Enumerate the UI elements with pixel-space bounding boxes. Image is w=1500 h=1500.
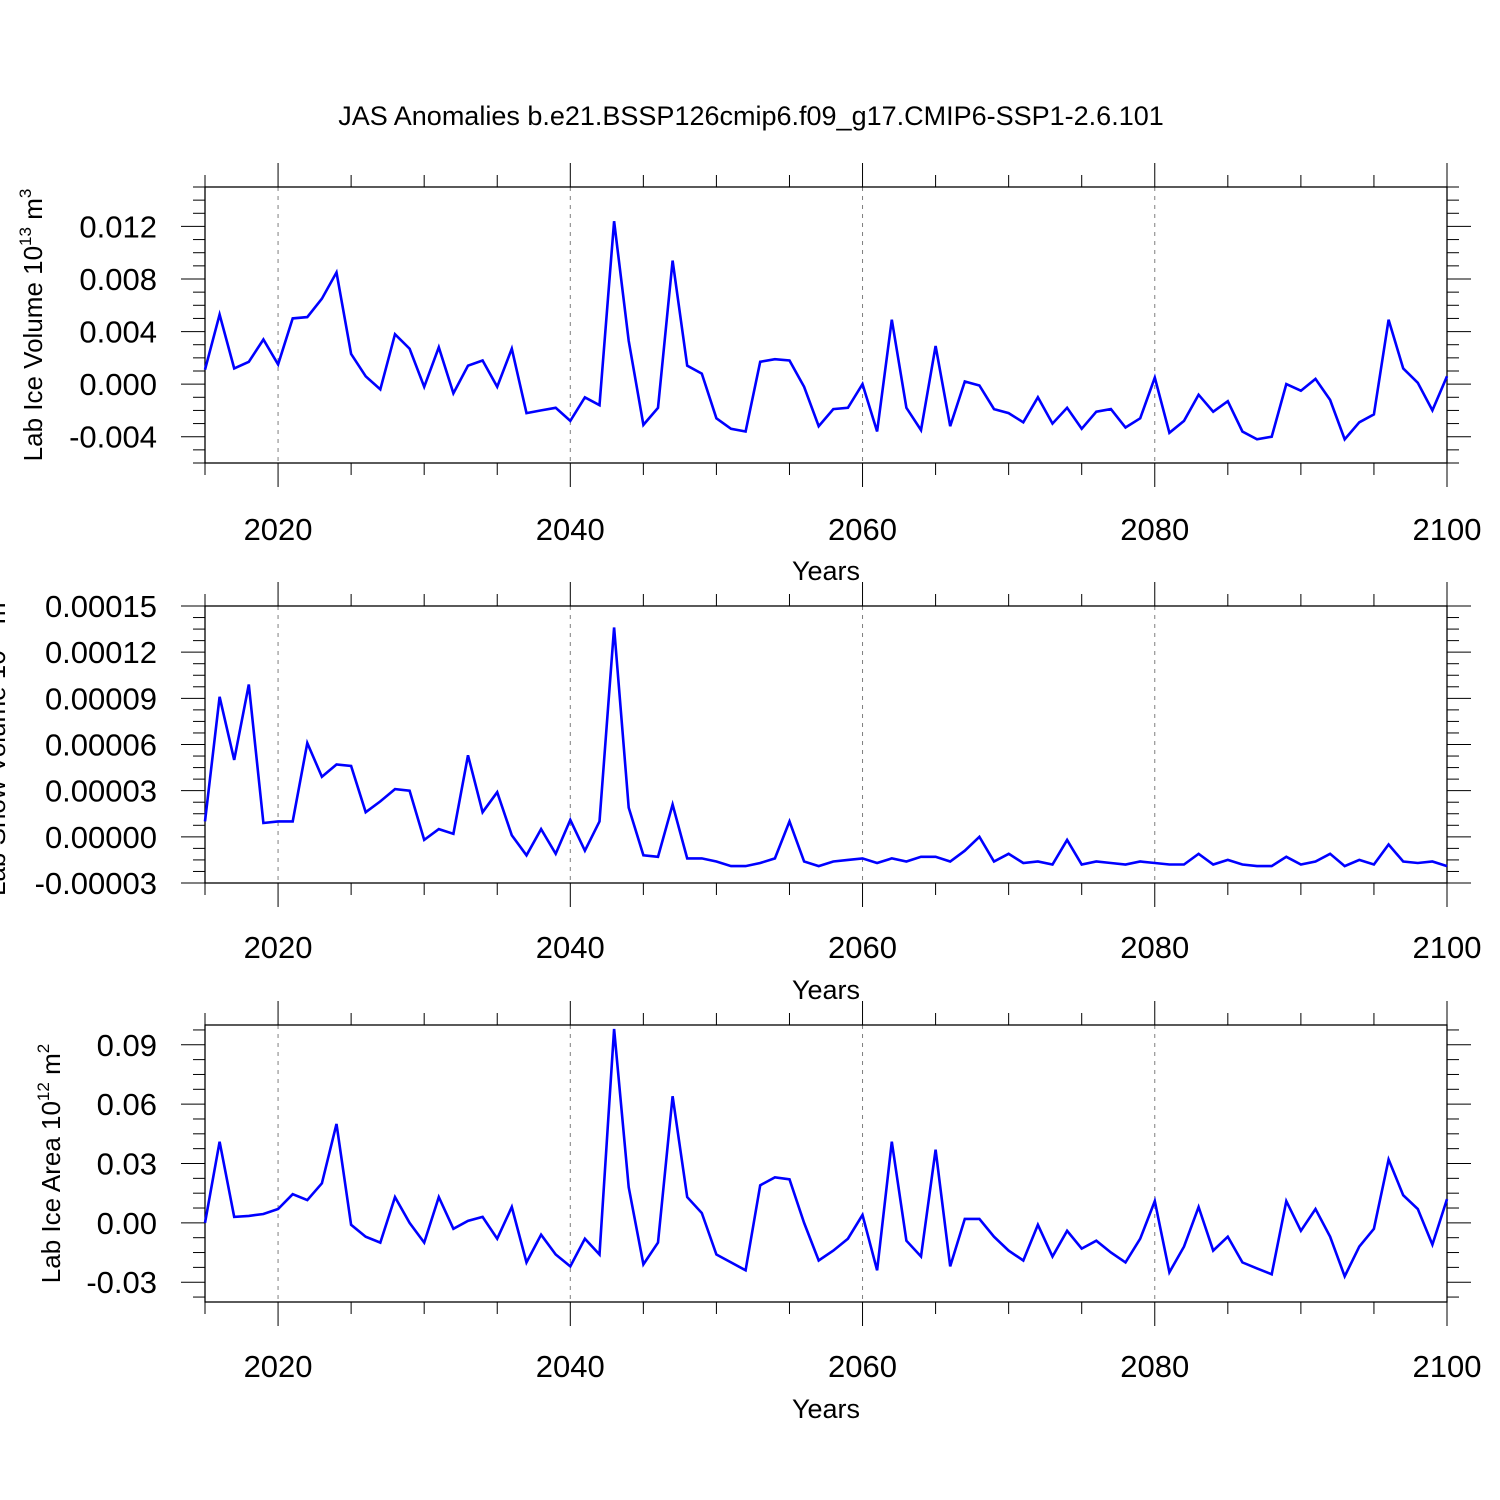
x-tick-label: 2080 [1120, 1349, 1189, 1384]
x-tick-label: 2040 [536, 512, 605, 547]
y-tick-label: 0.012 [79, 209, 157, 244]
y-tick-label: 0.00006 [45, 728, 157, 763]
x-tick-label: 2080 [1120, 930, 1189, 965]
x-tick-label: 2040 [536, 930, 605, 965]
chart-title: JAS Anomalies b.e21.BSSP126cmip6.f09_g17… [338, 101, 1164, 131]
plot-frame [204, 186, 1448, 464]
x-tick-label: 2020 [244, 512, 313, 547]
y-tick-label: -0.03 [86, 1265, 157, 1300]
y-tick-label: -0.004 [69, 420, 157, 455]
y-tick-label: 0.00000 [45, 820, 157, 855]
y-axis-label: Lab Ice Area 1012 m2 [34, 1044, 66, 1283]
plot-frame [204, 1024, 1448, 1303]
panels: 2020 2040 2060 2080 2100 -0.004 0.000 0.004 0.00… [0, 163, 1481, 1424]
x-axis-label: Years [792, 556, 860, 586]
chart-panel-2: 2020 2040 2060 2080 2100 -0.00003 0.00000 0.000… [0, 582, 1481, 1005]
y-axis-label: Lab Ice Volume 1013 m3 [16, 189, 48, 462]
x-tick-label: 2100 [1413, 512, 1482, 547]
y-tick-label: 0.004 [79, 315, 157, 350]
x-tick-label: 2020 [244, 930, 313, 965]
data-series-line [203, 627, 1448, 868]
x-axis-label: Years [792, 1394, 860, 1424]
y-tick-label: 0.09 [97, 1028, 157, 1063]
chart-panel-3: 2020 2040 2060 2080 2100 -0.03 0.00 0.03 0.06 0.0… [34, 1001, 1481, 1424]
y-tick-label: 0.00015 [45, 589, 157, 624]
x-tick-label: 2060 [828, 1349, 897, 1384]
data-series-line [203, 1028, 1449, 1280]
y-tick-label: 0.00 [97, 1206, 157, 1241]
y-tick-label: 0.00012 [45, 635, 157, 670]
y-tick-label: 0.00009 [45, 681, 157, 716]
y-tick-label: 0.008 [79, 262, 157, 297]
x-tick-label: 2040 [536, 1349, 605, 1384]
y-tick-label: -0.00003 [35, 866, 157, 901]
x-tick-label: 2100 [1413, 1349, 1482, 1384]
x-tick-label: 2020 [244, 1349, 313, 1384]
y-tick-label: 0.000 [79, 367, 157, 402]
data-series-line [203, 221, 1449, 442]
chart-panel-1: 2020 2040 2060 2080 2100 -0.004 0.000 0.004 0.00… [16, 163, 1481, 586]
y-tick-label: 0.06 [97, 1087, 157, 1122]
x-tick-label: 2100 [1413, 930, 1482, 965]
plot-frame [204, 605, 1448, 884]
x-tick-label: 2080 [1120, 512, 1189, 547]
y-tick-label: 0.00003 [45, 774, 157, 809]
y-axis-label: Lab Snow Volume 1013 m3 [0, 593, 11, 896]
x-tick-label: 2060 [828, 930, 897, 965]
y-tick-label: 0.03 [97, 1147, 157, 1182]
x-axis-label: Years [792, 975, 860, 1005]
x-tick-label: 2060 [828, 512, 897, 547]
